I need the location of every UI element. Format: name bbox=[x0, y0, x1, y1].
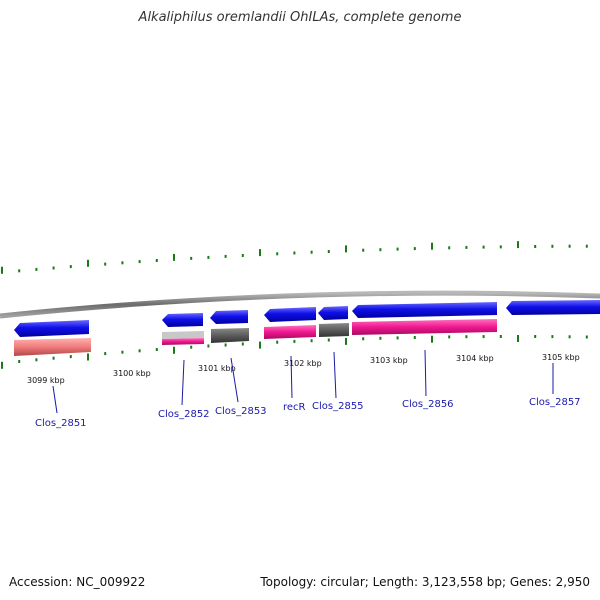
rna-bar-clos-2856[interactable] bbox=[352, 319, 497, 335]
leader-line bbox=[181, 359, 185, 406]
kbp-label: 3103 kbp bbox=[370, 356, 408, 365]
gene-label-recr[interactable]: recR bbox=[283, 402, 306, 413]
forward-strand-genes bbox=[14, 300, 600, 337]
gene-labels: Clos_2851 Clos_2852 Clos_2853 recR Clos_… bbox=[35, 397, 581, 429]
gene-label-clos-2857[interactable]: Clos_2857 bbox=[529, 397, 581, 408]
leader-line bbox=[230, 357, 239, 403]
kbp-label: 3104 kbp bbox=[456, 354, 494, 363]
gene-arrow-clos-2855[interactable] bbox=[318, 306, 348, 320]
outer-tick-track bbox=[1, 241, 588, 274]
gene-arrow-clos-2856[interactable] bbox=[352, 302, 497, 318]
rna-bar-clos-2852-light[interactable] bbox=[162, 331, 204, 339]
rna-bar-recr[interactable] bbox=[264, 325, 316, 339]
leader-line bbox=[333, 351, 337, 399]
leader-line bbox=[424, 349, 427, 397]
gene-label-clos-2853[interactable]: Clos_2853 bbox=[215, 406, 267, 417]
kbp-label: 3105 kbp bbox=[542, 353, 580, 362]
gene-arrow-recr[interactable] bbox=[264, 307, 316, 322]
genome-backbone bbox=[0, 290, 600, 319]
gene-label-leaders bbox=[52, 349, 554, 414]
gene-arrow-clos-2853[interactable] bbox=[210, 310, 248, 324]
kbp-label: 3100 kbp bbox=[113, 369, 151, 378]
rna-bar-clos-2855[interactable] bbox=[319, 323, 349, 337]
kbp-label: 3101 kbp bbox=[198, 364, 236, 373]
gene-arrow-clos-2857[interactable] bbox=[506, 300, 600, 315]
kbp-label: 3102 kbp bbox=[284, 359, 322, 368]
rna-track bbox=[14, 319, 497, 356]
rna-bar-clos-2852[interactable] bbox=[162, 338, 204, 345]
gene-label-clos-2856[interactable]: Clos_2856 bbox=[402, 399, 454, 410]
leader-line bbox=[52, 385, 58, 414]
topology-text: Topology: circular; Length: 3,123,558 bp… bbox=[260, 575, 590, 589]
rna-bar-clos-2853[interactable] bbox=[211, 328, 249, 343]
inner-tick-track bbox=[1, 335, 588, 369]
gene-arrow-clos-2852[interactable] bbox=[162, 313, 203, 327]
gene-arrow-clos-2851[interactable] bbox=[14, 320, 89, 337]
map-title: Alkaliphilus oremlandii OhILAs, complete… bbox=[138, 10, 462, 25]
gene-label-clos-2852[interactable]: Clos_2852 bbox=[158, 409, 210, 420]
kbp-scale-labels: 3099 kbp 3100 kbp 3101 kbp 3102 kbp 3103… bbox=[27, 353, 580, 385]
accession-text: Accession: NC_009922 bbox=[9, 575, 146, 589]
rna-bar-clos-2851[interactable] bbox=[14, 338, 91, 356]
leader-line bbox=[290, 355, 293, 399]
gene-label-clos-2851[interactable]: Clos_2851 bbox=[35, 418, 87, 429]
gene-label-clos-2855[interactable]: Clos_2855 bbox=[312, 401, 364, 412]
kbp-label: 3099 kbp bbox=[27, 376, 65, 385]
